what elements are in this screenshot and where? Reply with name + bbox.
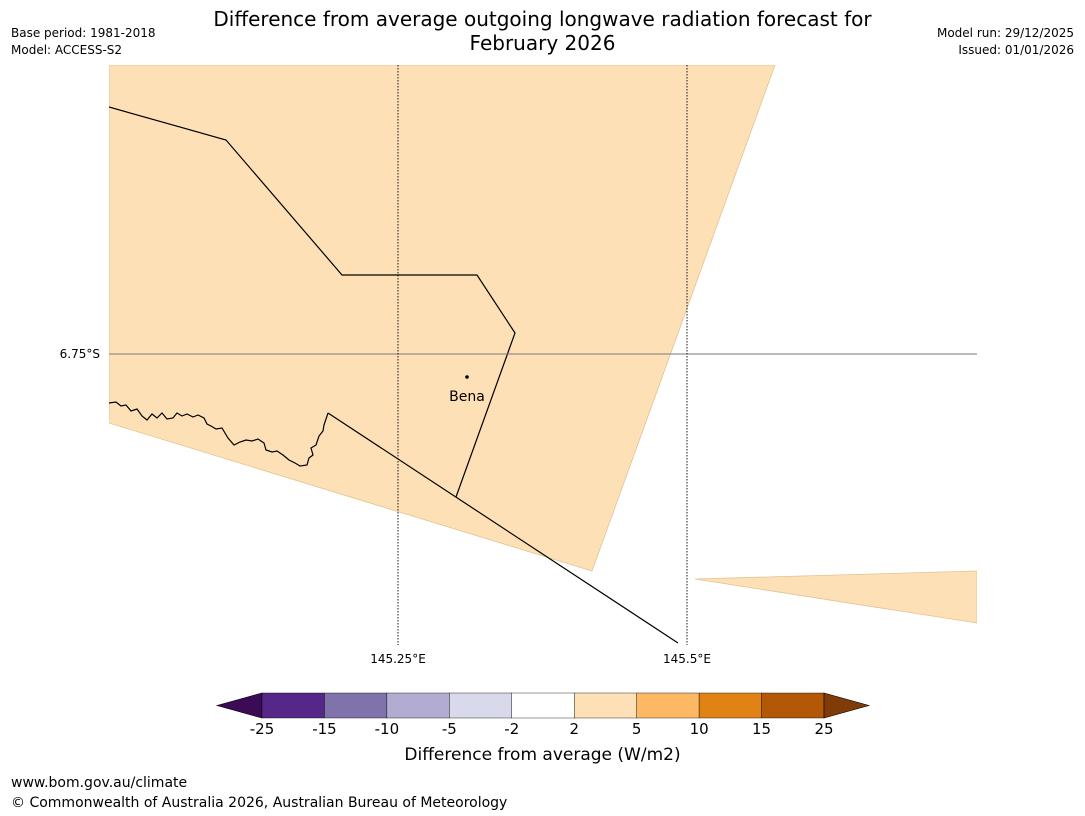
colorbar-tick-label: -10 [374, 720, 400, 738]
colorbar-segment [761, 692, 825, 719]
colorbar-segment [261, 692, 325, 719]
colorbar [215, 692, 871, 719]
colorbar-segment [386, 692, 450, 719]
latitude-label: 6.75°S [60, 347, 100, 361]
meta-left: Base period: 1981-2018 Model: ACCESS-S2 [11, 25, 156, 59]
colorbar-extend-low [215, 692, 263, 719]
colorbar-segment [574, 692, 637, 719]
colorbar-segment [449, 692, 512, 719]
colorbar-segment [636, 692, 700, 719]
colorbar-tick-label: -25 [249, 720, 275, 738]
colorbar-tick-label: -2 [504, 720, 520, 738]
model-run: Model run: 29/12/2025 [936, 26, 1074, 40]
colorbar-tick-label: 10 [689, 720, 709, 738]
title-line-1: Difference from average outgoing longwav… [213, 7, 872, 31]
colorbar-tick-label: 25 [814, 720, 834, 738]
town-marker-bena [465, 375, 469, 379]
colorbar-tick-label: 2 [569, 720, 579, 738]
colorbar-segment [511, 692, 575, 719]
colorbar-extend-high [823, 692, 871, 719]
anomaly-region-main [109, 65, 776, 572]
town-label-bena: Bena [449, 389, 485, 405]
issued-date: Issued: 01/01/2026 [958, 43, 1074, 57]
map-svg[interactable]: Bena 6.75°S 145.25°E 145.5°E [0, 0, 1085, 690]
anomaly-region-southeast [694, 570, 977, 624]
colorbar-segment [698, 692, 762, 719]
longitude-label-2: 145.5°E [663, 652, 711, 666]
boundary-south [327, 412, 679, 644]
colorbar-tick-label: -5 [441, 720, 457, 738]
map-area: Bena [109, 65, 977, 645]
meta-right: Model run: 29/12/2025 Issued: 01/01/2026 [937, 25, 1074, 59]
boundary-north [109, 106, 516, 498]
colorbar-tick-label: 5 [631, 720, 642, 738]
colorbar-title: Difference from average (W/m2) [404, 745, 681, 765]
longitude-label-1: 145.25°E [370, 652, 426, 666]
title-line-2: February 2026 [469, 31, 616, 55]
coastline [109, 401, 329, 467]
colorbar-tick-label: 15 [752, 720, 772, 738]
footer-copyright: © Commonwealth of Australia 2026, Austra… [11, 795, 508, 811]
base-period: Base period: 1981-2018 [11, 26, 156, 40]
colorbar-segment [324, 692, 388, 719]
colorbar-tick-label: -15 [312, 720, 337, 738]
chart-title: Difference from average outgoing longwav… [0, 7, 1085, 55]
footer-url[interactable]: www.bom.gov.au/climate [11, 775, 188, 791]
model-name: Model: ACCESS-S2 [11, 43, 123, 57]
